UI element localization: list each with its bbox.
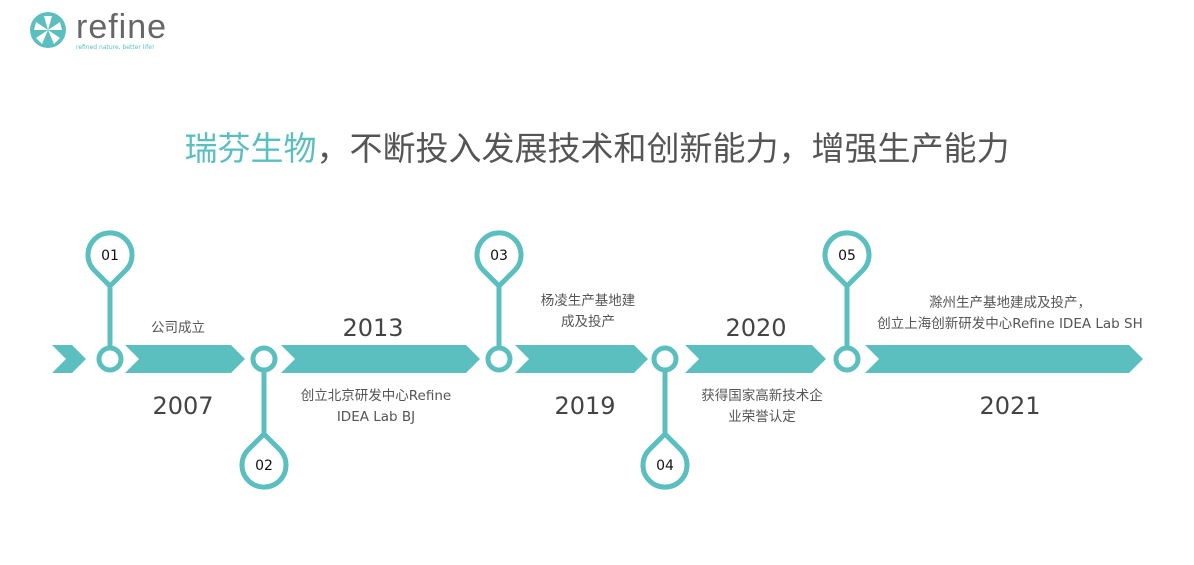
timeline-arrow-segment xyxy=(685,345,826,373)
timeline-node xyxy=(485,345,513,373)
map-pin-icon xyxy=(85,230,135,289)
milestone-number: 04 xyxy=(656,458,674,474)
logo-tagline: refined nature, better life! xyxy=(76,44,155,51)
timeline-arrow-segment xyxy=(125,345,245,373)
page-title: 瑞芬生物，不断投入发展技术和创新能力，增强生产能力 xyxy=(0,122,1194,170)
milestone-year: 2007 xyxy=(152,392,213,420)
milestone-description: 获得国家高新技术企 xyxy=(701,387,823,404)
milestone-description: 成及投产 xyxy=(561,314,615,330)
milestone-year: 2020 xyxy=(725,314,786,342)
logo-wordmark: refine xyxy=(76,8,168,46)
timeline-node xyxy=(96,345,124,373)
milestone-description: 滁州生产基地建成及投产， xyxy=(929,294,1091,311)
timeline-arrow-segment xyxy=(515,345,648,373)
milestone-description: 公司成立 xyxy=(151,320,205,336)
map-pin-icon xyxy=(239,431,289,490)
milestone-number: 02 xyxy=(255,458,273,474)
timeline-node xyxy=(651,345,679,373)
map-pin-icon xyxy=(474,230,524,289)
timeline-node xyxy=(250,345,278,373)
flower-logo-icon xyxy=(30,12,66,48)
milestone-year: 2019 xyxy=(554,392,615,420)
chevron-arrow xyxy=(52,345,86,373)
logo: refine refined nature, better life! xyxy=(28,8,168,51)
timeline-arrow-segment xyxy=(865,345,1143,373)
timeline-node xyxy=(833,345,861,373)
map-pin-icon xyxy=(640,431,690,490)
milestone-number: 05 xyxy=(838,248,856,264)
timeline-arrow-segment xyxy=(281,345,480,373)
milestone-description: 创立北京研发中心Refine xyxy=(301,388,451,404)
milestone-year: 2021 xyxy=(979,392,1040,420)
milestone-description: 杨凌生产基地建 xyxy=(541,292,636,309)
milestone-number: 01 xyxy=(101,248,119,264)
milestone-number: 03 xyxy=(490,248,508,264)
milestone-description: 业荣誉认定 xyxy=(728,409,796,425)
title-rest: ，不断投入发展技术和创新能力，增强生产能力 xyxy=(316,129,1010,168)
milestone-year: 2013 xyxy=(342,314,403,342)
map-pin-icon xyxy=(822,230,872,289)
milestone-description: IDEA Lab BJ xyxy=(337,409,415,425)
milestone-description: 创立上海创新研发中心Refine IDEA Lab SH xyxy=(877,316,1143,332)
title-highlight: 瑞芬生物 xyxy=(184,129,317,168)
